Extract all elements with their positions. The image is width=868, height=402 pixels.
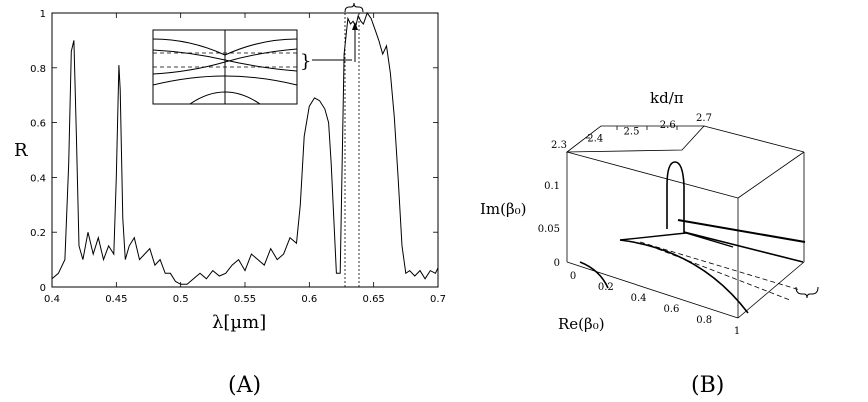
kd-tick-label: 2.6 <box>660 120 676 131</box>
im-ticks: 0 0.05 0.1 <box>538 181 560 269</box>
y-ticks-a: 0 0.2 0.4 0.6 0.8 1 <box>30 9 438 294</box>
band-arrowhead <box>352 22 358 30</box>
curve-4 <box>619 239 749 314</box>
im-tick-label: 0 <box>554 258 560 269</box>
panel-b: 00.20.40.60.81 00.050.1 2.32.42.52.62.7 … <box>480 89 819 398</box>
kd-tick-label: 2.5 <box>624 127 640 138</box>
panel-label-b: (B) <box>691 373 724 398</box>
y-tick-label: 1 <box>40 9 46 20</box>
x-tick-label: 0.55 <box>234 294 256 305</box>
re-tick-label: 0 <box>570 271 576 282</box>
reflectance-line <box>51 11 439 285</box>
inset-brace: } <box>300 51 311 72</box>
x-tick-label: 0.6 <box>301 294 317 305</box>
kd-tick-label: 2.7 <box>696 113 712 124</box>
dashed-2 <box>649 245 791 301</box>
dashed-1 <box>639 241 801 291</box>
box-bottom-right <box>737 261 805 319</box>
x-tick-label: 0.45 <box>105 294 127 305</box>
x-axis-label-a: λ[µm] <box>212 312 266 333</box>
x-tick-label: 0.5 <box>173 294 189 305</box>
y-tick-label: 0.4 <box>30 173 46 184</box>
z-axis-label-b: kd/π <box>650 89 684 107</box>
inset-band-diagram <box>152 29 298 105</box>
y-tick-label: 0.6 <box>30 119 46 130</box>
box-top-right <box>703 125 805 153</box>
x-ticks-a: 0.4 0.45 0.5 0.55 0.6 0.65 0.7 <box>44 13 446 305</box>
curve-5 <box>579 261 609 289</box>
re-tick-label: 1 <box>734 326 740 337</box>
y-tick-label: 0 <box>40 283 46 294</box>
curve-2 <box>683 231 804 263</box>
panel-a: 0.4 0.45 0.5 0.55 0.6 0.65 0.7 00.20.40.60.81 … <box>14 2 446 398</box>
im-tick-label: 0.1 <box>544 181 560 192</box>
re-ticks: 0 0.2 0.4 0.6 0.8 1 <box>570 271 740 337</box>
re-tick-label: 0.2 <box>598 282 614 293</box>
top-brace-a <box>344 2 364 13</box>
kd-ticks <box>586 126 678 139</box>
y-tick-label: 0.2 <box>30 228 46 239</box>
y-axis-label-b: Im(β₀) <box>480 200 527 218</box>
x-tick-label: 0.7 <box>430 294 446 305</box>
bracket-b2 <box>806 286 819 299</box>
y-tick-label: 0.8 <box>30 64 46 75</box>
x-tick-label: 0.65 <box>363 294 385 305</box>
re-tick-label: 0.8 <box>696 315 712 326</box>
kd-tick-labels: 2.3 2.4 2.5 2.6 2.7 <box>551 113 712 151</box>
kd-tick-label: 2.3 <box>551 140 567 151</box>
bracket-b <box>795 286 808 299</box>
re-tick-label: 0.6 <box>663 304 679 315</box>
x-axis-label-b: Re(β₀) <box>558 315 605 333</box>
x-tick-label: 0.4 <box>44 294 60 305</box>
y-axis-label-a: R <box>14 140 28 161</box>
curve-1 <box>677 219 806 243</box>
curve-3 <box>619 232 734 248</box>
curve-arch <box>666 161 685 234</box>
box-top-front <box>566 151 739 199</box>
panel-label-a: (A) <box>228 373 261 398</box>
box-top-rightfront <box>737 151 805 199</box>
im-tick-label: 0.05 <box>538 224 560 235</box>
kd-tick-label: 2.4 <box>587 133 603 144</box>
re-tick-label: 0.4 <box>631 293 647 304</box>
